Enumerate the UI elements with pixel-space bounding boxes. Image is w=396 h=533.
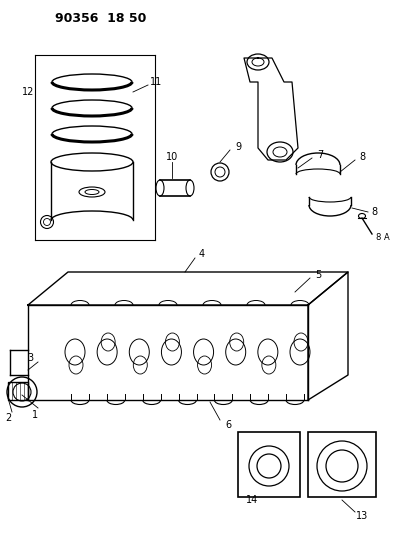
- Text: 11: 11: [150, 77, 162, 87]
- Text: 8: 8: [359, 152, 365, 162]
- Text: 9: 9: [235, 142, 241, 152]
- Text: 8: 8: [371, 207, 377, 217]
- Text: 90356  18 50: 90356 18 50: [55, 12, 147, 25]
- Bar: [8, 382, 28, 400]
- Text: 4: 4: [199, 249, 205, 259]
- Bar: [238, 432, 300, 497]
- Text: 8 A: 8 A: [376, 233, 390, 243]
- Bar: [308, 432, 376, 497]
- Text: 6: 6: [225, 420, 231, 430]
- Text: 3: 3: [27, 353, 33, 363]
- Text: 1: 1: [32, 410, 38, 420]
- Text: 7: 7: [317, 150, 323, 160]
- Text: 12: 12: [22, 87, 34, 97]
- Text: 10: 10: [166, 152, 178, 162]
- Text: 5: 5: [315, 270, 321, 280]
- Text: 2: 2: [5, 413, 11, 423]
- Text: 14: 14: [246, 495, 258, 505]
- Text: 13: 13: [356, 511, 368, 521]
